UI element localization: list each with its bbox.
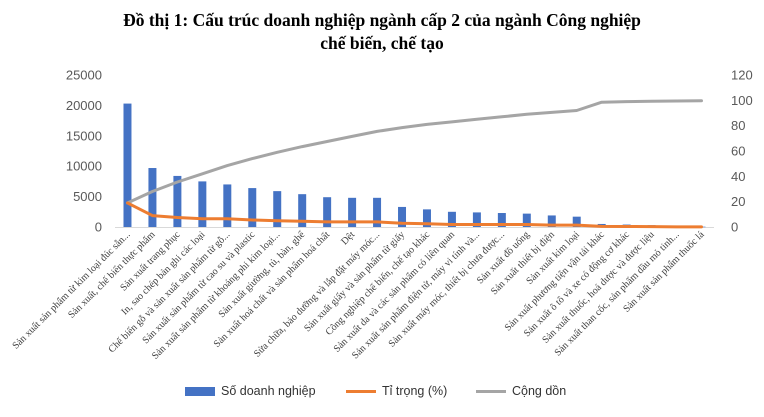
right-tick-label: 120 [731, 68, 753, 83]
bar [497, 213, 506, 227]
bar [323, 197, 332, 227]
bar [123, 103, 132, 227]
bar [472, 212, 481, 227]
legend-label-businesses: Số doanh nghiệp [221, 384, 316, 398]
category-label: Dệt [339, 229, 357, 247]
bar [273, 191, 282, 227]
category-label: Sản xuất sản phẩm từ kim loại đúc sẵn... [10, 229, 132, 351]
left-tick-label: 25000 [66, 68, 102, 83]
legend-label-share: Tỉ trọng (%) [382, 384, 448, 398]
bar [223, 184, 232, 227]
bar [522, 213, 531, 227]
legend-item-share: Tỉ trọng (%) [346, 384, 447, 398]
bar [298, 194, 307, 227]
chart-title: Đồ thị 1: Cấu trúc doanh nghiệp ngành cấ… [0, 9, 764, 55]
bar [348, 197, 357, 227]
bar [422, 209, 431, 227]
legend-item-businesses: Số doanh nghiệp [185, 384, 316, 398]
right-tick-label: 40 [731, 169, 745, 184]
legend-swatch-cumulative [476, 389, 506, 393]
bar [248, 188, 257, 227]
bar [198, 181, 207, 227]
left-tick-label: 5000 [73, 189, 102, 204]
left-tick-label: 10000 [66, 159, 102, 174]
line-series [126, 99, 703, 229]
legend: Số doanh nghiệp Tỉ trọng (%) Cộng dồn [0, 384, 764, 404]
bar [148, 168, 157, 227]
left-tick-label: 20000 [66, 98, 102, 113]
cumulative-line [126, 99, 703, 205]
left-tick-label: 0 [95, 220, 102, 235]
bar [572, 216, 581, 227]
right-tick-label: 20 [731, 194, 745, 209]
left-y-axis: 0 5000 10000 15000 20000 25000 [66, 68, 714, 235]
right-y-axis: 0 20 40 60 80 100 120 [731, 68, 753, 235]
chart-title-line-2: chế biến, chế tạo [320, 33, 444, 53]
legend-label-cumulative: Cộng dồn [512, 384, 567, 398]
right-tick-label: 80 [731, 118, 745, 133]
right-tick-label: 0 [731, 220, 738, 235]
left-tick-label: 15000 [66, 128, 102, 143]
right-tick-label: 100 [731, 93, 753, 108]
bar [547, 215, 556, 227]
x-axis-labels: Sản xuất sản phẩm từ kim loại đúc sẵn...… [10, 229, 707, 362]
legend-item-cumulative: Cộng dồn [476, 384, 566, 398]
right-tick-label: 60 [731, 144, 745, 159]
bar-series [123, 103, 706, 228]
bar [398, 206, 407, 227]
share-line [126, 201, 703, 229]
bar [173, 175, 182, 227]
bar [447, 211, 456, 227]
legend-swatch-bar [185, 386, 215, 396]
chart-title-line-1: Đồ thị 1: Cấu trúc doanh nghiệp ngành cấ… [123, 10, 641, 30]
bar [373, 197, 382, 227]
legend-swatch-share [346, 389, 376, 393]
